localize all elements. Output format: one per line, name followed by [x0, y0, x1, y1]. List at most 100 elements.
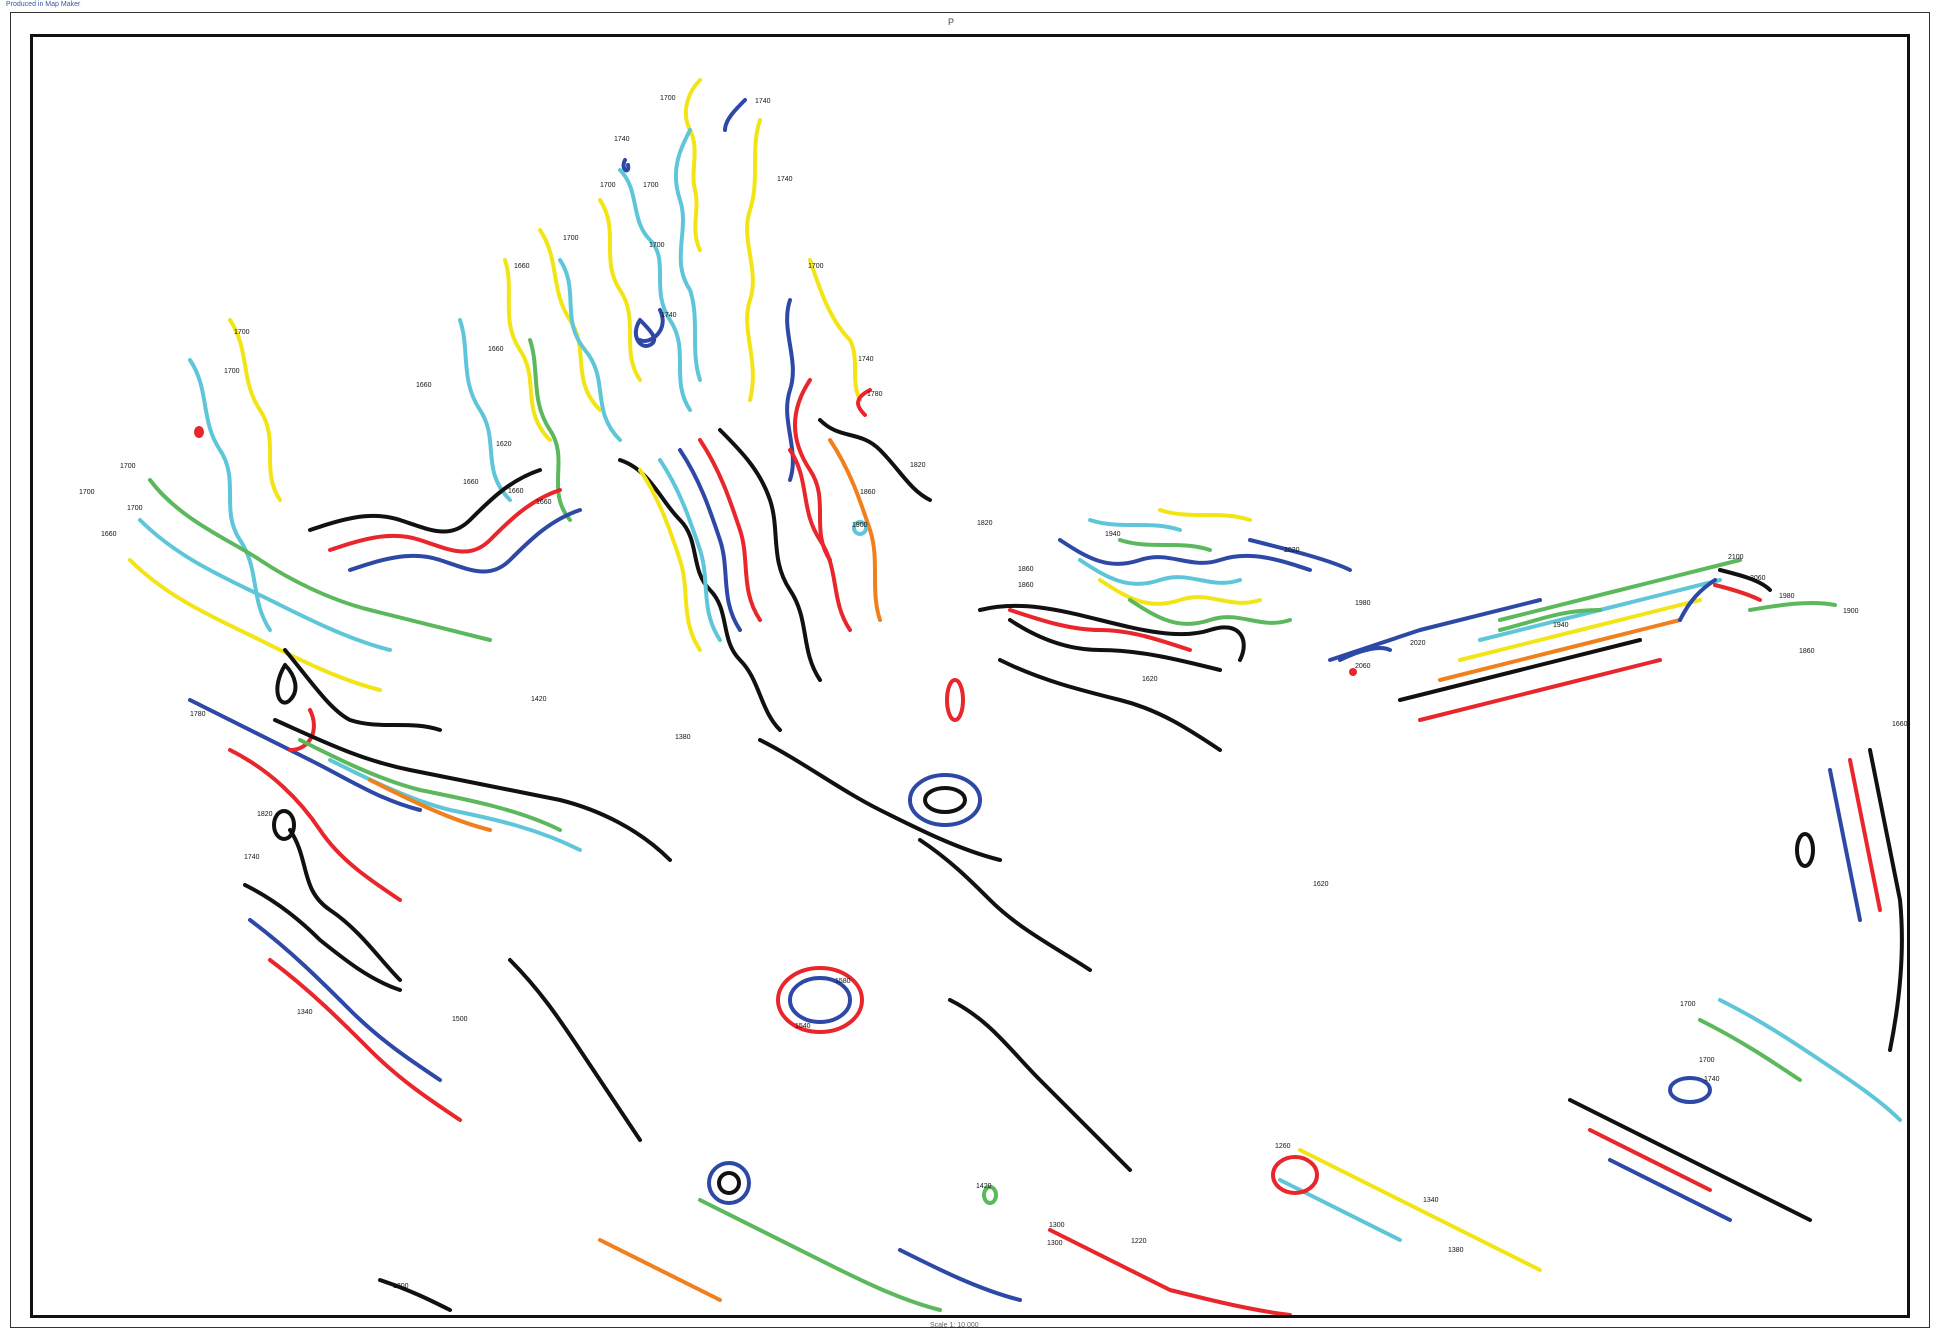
contour-line: [148, 478, 492, 642]
contour-label: 1660: [463, 479, 479, 486]
contour-label: 2060: [1750, 575, 1766, 582]
contour-line: [898, 1248, 1022, 1302]
contour-label: 1700: [1699, 1057, 1715, 1064]
contour-label: 1940: [1105, 531, 1121, 538]
contour-line: [1458, 598, 1702, 662]
contour-label: 1620: [1142, 676, 1158, 683]
contour-label: 1660: [508, 488, 524, 495]
contour-line: [638, 468, 702, 652]
map-frame: [10, 12, 1930, 1328]
contour-line: [948, 998, 1132, 1172]
contour-label: 1860: [860, 489, 876, 496]
contour-label: 1700: [600, 182, 616, 189]
contour-line: [673, 128, 702, 382]
contour-line: [808, 258, 862, 402]
contour-line: [1498, 608, 1602, 632]
contour-line: [633, 318, 657, 348]
contour-line: [828, 438, 882, 622]
contour-label: 1740: [244, 854, 260, 861]
contour-label: 1700: [808, 263, 824, 270]
contour-line: [788, 976, 852, 1024]
contour-line: [1698, 1018, 1802, 1082]
contour-label: 1660: [488, 346, 504, 353]
contour-line: [598, 1238, 722, 1302]
contour-line: [638, 308, 665, 343]
contour-label: 1220: [1131, 1238, 1147, 1245]
contour-line: [228, 748, 402, 902]
contour-label: 1380: [675, 734, 691, 741]
contour-label: 1820: [257, 811, 273, 818]
contour-line: [1158, 508, 1252, 522]
contour-line: [328, 488, 562, 554]
contour-line: [1008, 618, 1222, 672]
contour-line: [723, 98, 747, 132]
contour-line: [918, 838, 1092, 972]
contour-line: [1718, 568, 1772, 592]
contour-line: [1795, 832, 1815, 868]
contour-line: [128, 558, 382, 692]
contour-line: [1868, 748, 1904, 1052]
contour-spot: [194, 426, 204, 438]
contour-line: [1713, 583, 1762, 602]
contour-line: [1418, 658, 1662, 722]
contour-line: [618, 458, 782, 732]
contour-line: [793, 378, 832, 562]
contour-line: [621, 158, 631, 173]
contour-label: 1740: [777, 176, 793, 183]
contour-line: [1748, 600, 1837, 612]
contour-label: 1340: [297, 1009, 313, 1016]
contour-line: [1848, 758, 1882, 912]
contour-label: 1300: [393, 1283, 409, 1290]
contour-line: [776, 966, 864, 1034]
contour-line: [1438, 618, 1682, 682]
contour-line: [1088, 518, 1182, 532]
contour-label: 1660: [514, 263, 530, 270]
contour-label: 2020: [1410, 640, 1426, 647]
contour-line: [378, 1278, 452, 1312]
contour-label: 1900: [1843, 608, 1859, 615]
contour-line: [598, 198, 642, 382]
contour-line: [818, 418, 932, 502]
contour-line: [283, 648, 442, 732]
contour-label: 1500: [452, 1016, 468, 1023]
contour-line: [1078, 558, 1242, 586]
contour-line: [1668, 1076, 1712, 1104]
contour-label: 1700: [120, 463, 136, 470]
contour-label: 1780: [867, 391, 883, 398]
contour-line: [1048, 1228, 1292, 1315]
contour-line: [503, 258, 552, 442]
contour-line: [1278, 1178, 1402, 1242]
contour-label-layer: 1700 1740 1740 1700 1700 1740 1700 1700 …: [79, 95, 1908, 1290]
contour-line: [348, 508, 582, 574]
contour-line: [1118, 538, 1212, 552]
contour-label: 1940: [1553, 622, 1569, 629]
contour-label: 1700: [1680, 1001, 1696, 1008]
contour-line: [275, 663, 298, 705]
contour-label: 1860: [1799, 648, 1815, 655]
contour-label: 1420: [976, 1183, 992, 1190]
contour-label: 1580: [835, 978, 851, 985]
contour-line: [698, 438, 762, 622]
contour-label: 1660: [416, 382, 432, 389]
contour-label: 1660: [1892, 721, 1908, 728]
contour-label: 1980: [1355, 600, 1371, 607]
contour-line: [717, 1171, 741, 1195]
contour-label: 1980: [1779, 593, 1795, 600]
contour-label: 1700: [563, 235, 579, 242]
contour-line: [1271, 1155, 1319, 1195]
contour-label: 2100: [1728, 554, 1744, 561]
contour-label: 1540: [795, 1023, 811, 1030]
contour-line: [268, 958, 462, 1122]
contour-line: [528, 338, 572, 522]
contour-line: [273, 718, 672, 862]
contour-label: 1700: [127, 505, 143, 512]
contour-line: [1128, 598, 1292, 626]
contour-line: [1718, 998, 1902, 1122]
scale-text: Scale 1: 10,000: [930, 1322, 979, 1329]
contour-line: [758, 738, 1002, 862]
contour-line: [745, 118, 762, 402]
contour-label: 1420: [531, 696, 547, 703]
contour-line: [368, 778, 492, 832]
contour-line: [788, 448, 852, 632]
